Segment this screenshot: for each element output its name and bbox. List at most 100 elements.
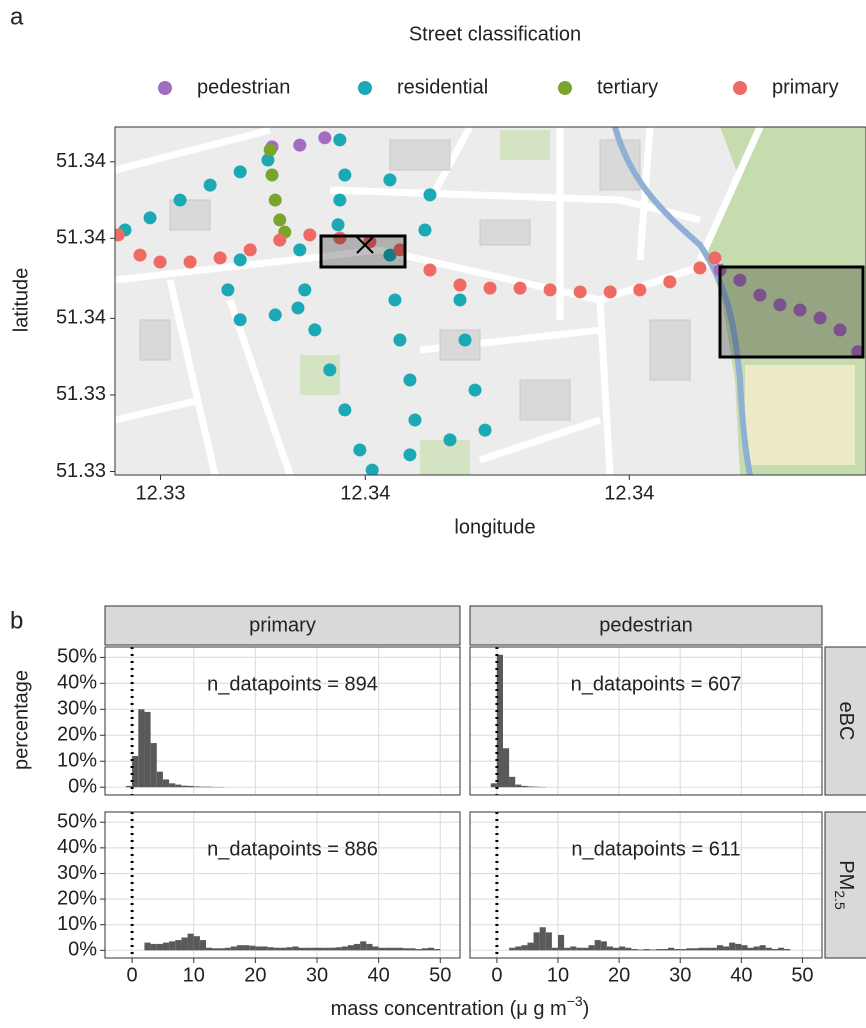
- histogram-bar: [169, 783, 176, 788]
- y-tick-label: 0%: [68, 939, 97, 961]
- histogram-bar: [778, 947, 785, 951]
- histogram-bar: [286, 947, 293, 951]
- histogram-bar: [366, 943, 373, 951]
- histogram-bar: [181, 785, 188, 788]
- y-tick-label: 51.34: [56, 307, 106, 329]
- point: [331, 218, 345, 232]
- annotation: n_datapoints = 886: [207, 838, 378, 860]
- strip-label: pedestrian: [599, 614, 692, 636]
- strip: [104, 605, 461, 646]
- x-tick-label: 40: [368, 964, 390, 986]
- point: [833, 323, 847, 337]
- histogram-bar: [490, 783, 497, 788]
- histogram-bar: [273, 947, 281, 951]
- point: [423, 188, 437, 202]
- histogram-bar: [735, 943, 742, 951]
- point: [293, 243, 307, 257]
- histogram-bar: [329, 947, 336, 951]
- histogram-bar: [162, 779, 170, 788]
- histogram-bar: [509, 776, 516, 788]
- panel-background: [470, 647, 822, 795]
- strip-label: eBC: [835, 702, 857, 741]
- point: [543, 283, 557, 297]
- point: [363, 235, 377, 249]
- histogram-bar: [625, 947, 632, 951]
- histogram-bar: [138, 709, 145, 788]
- point: [153, 255, 167, 269]
- histogram-bar: [372, 946, 379, 951]
- histogram-bar: [236, 945, 244, 951]
- point: [403, 448, 417, 462]
- histogram-bar: [588, 945, 595, 951]
- point: [183, 255, 197, 269]
- histogram-bar: [753, 946, 760, 951]
- legend-label: tertiary: [597, 76, 658, 98]
- point: [308, 323, 322, 337]
- y-tick-label: 40%: [57, 836, 97, 858]
- legend-swatch: [733, 81, 747, 95]
- point: [418, 223, 432, 237]
- histogram-bar: [415, 949, 422, 951]
- histogram-bar: [613, 947, 620, 951]
- histogram-bar: [692, 948, 699, 951]
- histogram-bar: [515, 784, 522, 788]
- y-tick-label: 50%: [57, 811, 97, 833]
- strip-label-sub: 2.5: [832, 890, 848, 910]
- x-tick-label: 50: [429, 964, 451, 986]
- histogram-bar: [643, 949, 650, 951]
- point: [333, 193, 347, 207]
- histogram-bar: [570, 946, 577, 951]
- x-tick-label: 40: [730, 964, 752, 986]
- histogram-bar: [304, 947, 311, 951]
- panel-label: b: [10, 607, 23, 634]
- histogram-bar: [144, 711, 151, 788]
- point: [693, 261, 707, 275]
- histogram-bar: [409, 948, 416, 951]
- point: [143, 211, 157, 225]
- histogram-bar: [655, 949, 662, 951]
- point: [851, 345, 865, 359]
- panel-border: [469, 646, 823, 796]
- histogram-bar: [558, 934, 565, 951]
- strip-label-main: PM: [835, 860, 857, 890]
- point: [263, 143, 277, 157]
- histogram-bar: [427, 947, 435, 951]
- point: [273, 233, 287, 247]
- point: [268, 193, 282, 207]
- point: [233, 313, 247, 327]
- histogram-bar: [187, 785, 194, 788]
- point: [708, 251, 722, 265]
- x-tick-label: 30: [306, 964, 328, 986]
- map-background: [115, 127, 866, 475]
- histogram-bar: [298, 947, 305, 951]
- x-tick-label: 0: [491, 964, 502, 986]
- histogram-bar: [132, 756, 139, 788]
- strip-label: PM2.5: [832, 860, 856, 910]
- strip: [824, 646, 866, 796]
- x-tick-label: 12.33: [135, 482, 185, 504]
- point: [293, 138, 307, 152]
- histogram-bar: [606, 946, 613, 951]
- x-tick-label: 12.34: [340, 482, 390, 504]
- histogram-bar: [310, 947, 318, 951]
- legend-swatch: [158, 81, 172, 95]
- histogram-bar: [668, 947, 675, 951]
- point: [303, 228, 317, 242]
- point: [773, 298, 787, 312]
- histogram-bar: [212, 948, 219, 951]
- point: [383, 173, 397, 187]
- point: [383, 248, 397, 262]
- point: [265, 168, 279, 182]
- histogram-bar: [771, 949, 778, 951]
- x-tick-label: 0: [127, 964, 138, 986]
- point: [458, 333, 472, 347]
- point: [423, 263, 437, 277]
- panel-background: [105, 812, 460, 958]
- histogram-bar: [600, 941, 607, 951]
- point: [233, 165, 247, 179]
- histogram-bar: [674, 949, 681, 951]
- point: [573, 285, 587, 299]
- histogram-bar: [564, 947, 571, 951]
- x-label-part: ): [583, 998, 590, 1020]
